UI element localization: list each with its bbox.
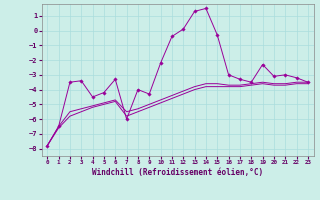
X-axis label: Windchill (Refroidissement éolien,°C): Windchill (Refroidissement éolien,°C): [92, 168, 263, 177]
